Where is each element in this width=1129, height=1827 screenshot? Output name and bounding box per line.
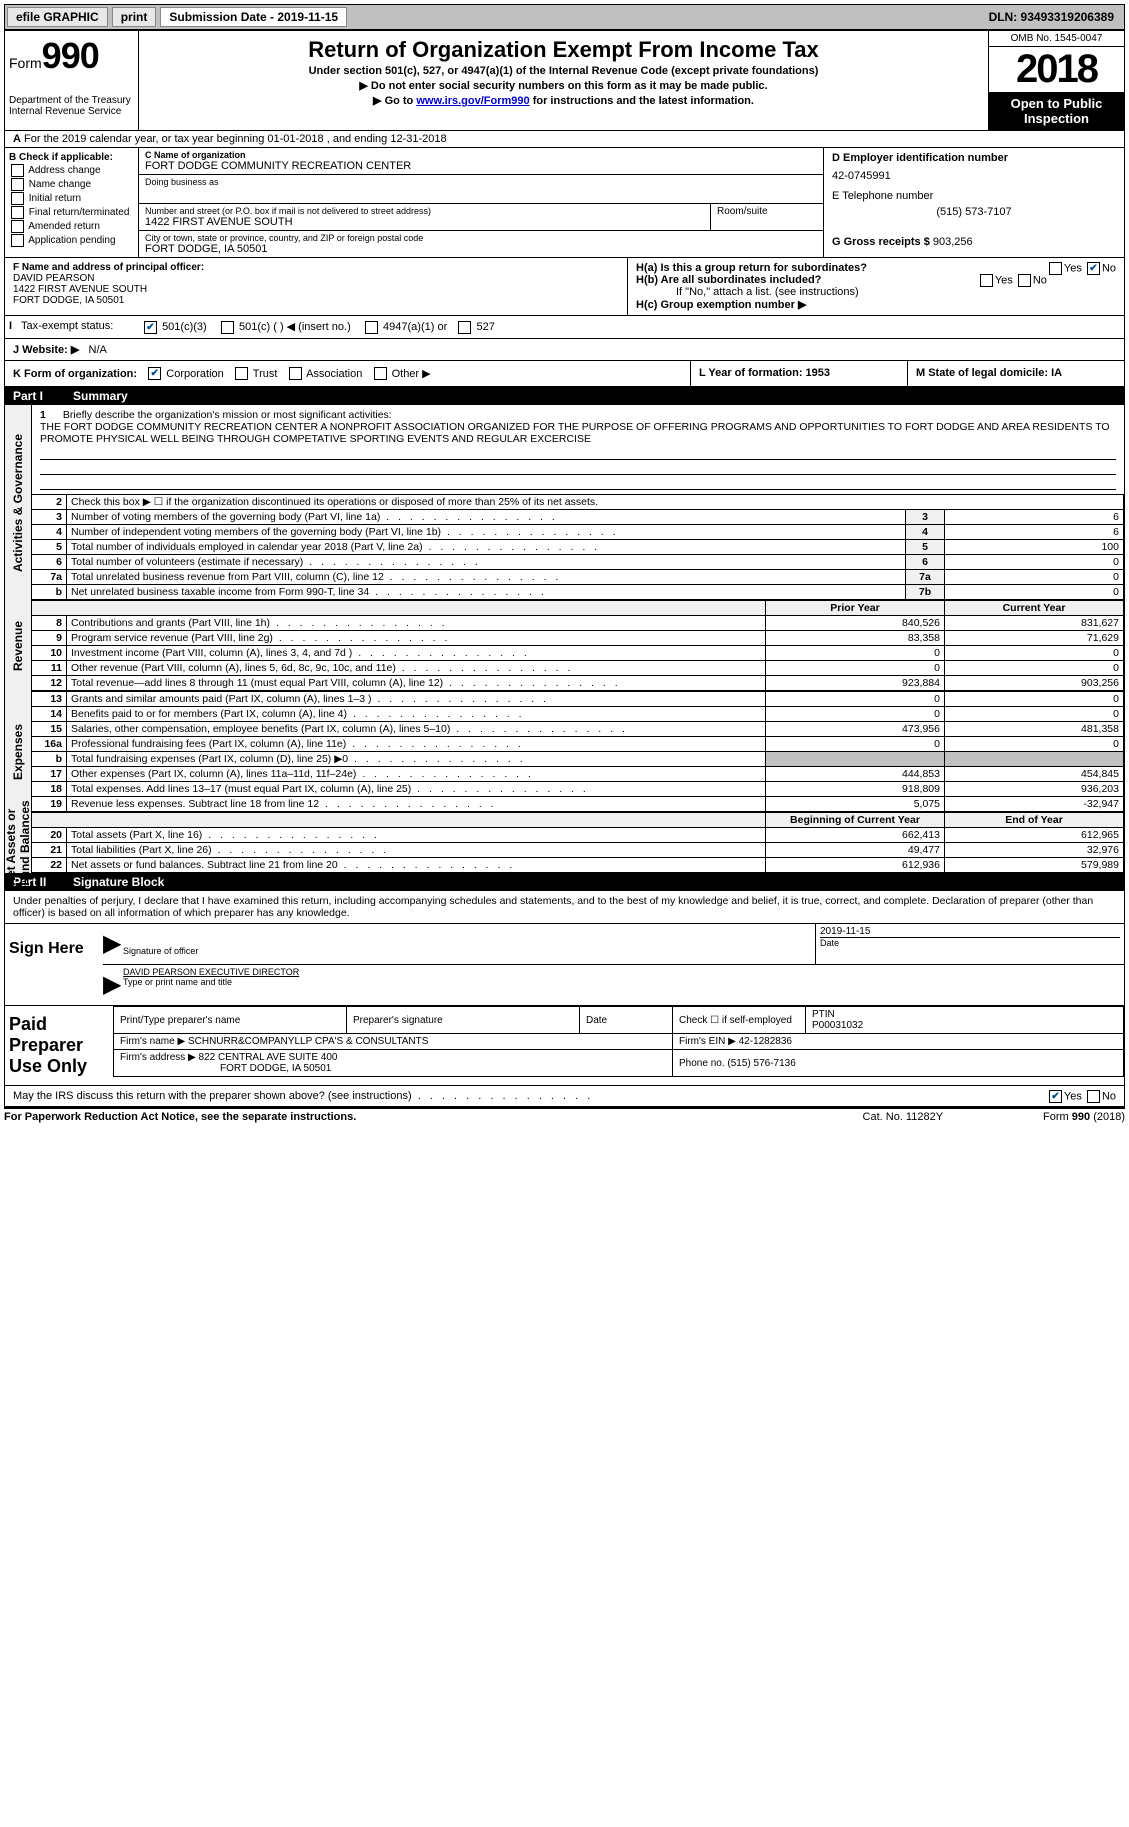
vlabel-expenses: Expenses <box>5 691 32 812</box>
omb-number: OMB No. 1545-0047 <box>989 31 1124 47</box>
block-f: F Name and address of principal officer:… <box>5 258 628 315</box>
form-title-block: Return of Organization Exempt From Incom… <box>139 31 988 130</box>
city: FORT DODGE, IA 50501 <box>145 243 817 255</box>
hb-yes[interactable] <box>980 274 993 287</box>
addr-label: Number and street (or P.O. box if mail i… <box>145 206 704 216</box>
check-initial[interactable] <box>11 192 24 205</box>
org-name: FORT DODGE COMMUNITY RECREATION CENTER <box>145 160 817 172</box>
open-to-public: Open to Public Inspection <box>989 92 1124 130</box>
paid-preparer-block: Paid Preparer Use Only Print/Type prepar… <box>5 1006 1124 1086</box>
form-label: Form <box>9 55 42 71</box>
discuss-yes[interactable] <box>1049 1090 1062 1103</box>
block-c: C Name of organization FORT DODGE COMMUN… <box>139 148 824 257</box>
expenses-table: 13Grants and similar amounts paid (Part … <box>32 691 1124 812</box>
sig-arrow-icon: ▶ <box>103 924 123 964</box>
cat-no: Cat. No. 11282Y <box>863 1111 944 1123</box>
penalty-text: Under penalties of perjury, I declare th… <box>5 891 1124 924</box>
line-a: A For the 2019 calendar year, or tax yea… <box>5 131 1124 148</box>
header-right: OMB No. 1545-0047 2018 Open to Public In… <box>988 31 1124 130</box>
check-name[interactable] <box>11 178 24 191</box>
irs-link[interactable]: www.irs.gov/Form990 <box>416 95 529 107</box>
status-501c3[interactable] <box>144 321 157 334</box>
discuss-row: May the IRS discuss this return with the… <box>5 1086 1124 1108</box>
sign-block: Sign Here ▶ Signature of officer 2019-11… <box>5 924 1124 1006</box>
prep-date-label: Date <box>580 1007 673 1034</box>
governance-table: 2Check this box ▶ ☐ if the organization … <box>32 494 1124 600</box>
block-b-title: B Check if applicable: <box>9 152 134 163</box>
gross-val: 903,256 <box>933 236 973 248</box>
phone: (515) 573-7107 <box>832 206 1116 218</box>
form-number: 990 <box>42 35 99 76</box>
status-527[interactable] <box>458 321 471 334</box>
part1-header: Part I Summary <box>5 387 1124 405</box>
website: J Website: ▶ N/A <box>5 339 115 360</box>
tax-year: 2018 <box>989 47 1124 92</box>
prep-name-label: Print/Type preparer's name <box>114 1007 347 1034</box>
efile-button[interactable]: efile GRAPHIC <box>7 7 108 27</box>
block-de: D Employer identification number 42-0745… <box>824 148 1124 257</box>
ein: 42-0745991 <box>832 170 1116 182</box>
form-main: Form990 Department of the Treasury Inter… <box>4 30 1125 1109</box>
block-b: B Check if applicable: Address change Na… <box>5 148 139 257</box>
status-4947[interactable] <box>365 321 378 334</box>
firm-addr: 822 CENTRAL AVE SUITE 400 <box>199 1052 338 1063</box>
print-button[interactable]: print <box>112 7 157 27</box>
submission-date: Submission Date - 2019-11-15 <box>160 7 347 27</box>
sig-date: 2019-11-15 <box>820 926 1120 937</box>
form-title: Return of Organization Exempt From Incom… <box>143 37 984 63</box>
self-employed-check[interactable]: Check ☐ if self-employed <box>673 1007 806 1034</box>
footer: For Paperwork Reduction Act Notice, see … <box>4 1109 1125 1125</box>
note-ssn: ▶ Do not enter social security numbers o… <box>143 79 984 92</box>
form-subtitle: Under section 501(c), 527, or 4947(a)(1)… <box>143 65 984 77</box>
ptin: P00031032 <box>812 1020 863 1031</box>
mission-block: 1 Briefly describe the organization's mi… <box>32 405 1124 494</box>
check-address[interactable] <box>11 164 24 177</box>
sig-officer-label: Signature of officer <box>123 924 815 964</box>
korg-other[interactable] <box>374 367 387 380</box>
phone-label: E Telephone number <box>832 190 1116 202</box>
status-501c[interactable] <box>221 321 234 334</box>
prep-sig-label: Preparer's signature <box>347 1007 580 1034</box>
korg-corp[interactable] <box>148 367 161 380</box>
tax-status: 501(c)(3) 501(c) ( ) ◀ (insert no.) 4947… <box>138 316 1124 338</box>
mission-text: THE FORT DODGE COMMUNITY RECREATION CENT… <box>40 421 1110 445</box>
sig-name: DAVID PEARSON EXECUTIVE DIRECTOR <box>123 967 1124 977</box>
vlabel-revenue: Revenue <box>5 600 32 691</box>
vlabel-netassets: Net Assets orFund Balances <box>5 812 32 873</box>
ha-no[interactable] <box>1087 262 1100 275</box>
revenue-table: Prior YearCurrent Year 8Contributions an… <box>32 600 1124 691</box>
part2-header: Part II Signature Block <box>5 873 1124 891</box>
room-suite: Room/suite <box>711 204 823 230</box>
ein-label: D Employer identification number <box>832 152 1116 164</box>
tax-status-label: I Tax-exempt status: <box>5 316 138 338</box>
firm-phone: (515) 576-7136 <box>727 1058 795 1069</box>
note-link: ▶ Go to www.irs.gov/Form990 for instruct… <box>143 94 984 107</box>
city-label: City or town, state or province, country… <box>145 233 817 243</box>
firm-ein: 42-1282836 <box>739 1036 792 1047</box>
sig-arrow-icon-2: ▶ <box>103 965 123 1005</box>
form-id-block: Form990 Department of the Treasury Inter… <box>5 31 139 130</box>
vlabel-governance: Activities & Governance <box>5 405 32 600</box>
check-final[interactable] <box>11 206 24 219</box>
firm-name: SCHNURR&COMPANYLLP CPA'S & CONSULTANTS <box>188 1036 428 1047</box>
dln: DLN: 93493319206389 <box>989 10 1122 24</box>
korg-trust[interactable] <box>235 367 248 380</box>
l-year: L Year of formation: 1953 <box>690 361 907 387</box>
dba-label: Doing business as <box>145 177 817 187</box>
check-amended[interactable] <box>11 220 24 233</box>
check-pending[interactable] <box>11 234 24 247</box>
department: Department of the Treasury Internal Reve… <box>9 95 134 117</box>
netassets-table: Beginning of Current YearEnd of Year 20T… <box>32 812 1124 873</box>
discuss-no[interactable] <box>1087 1090 1100 1103</box>
block-h: H(a) Is this a group return for subordin… <box>628 258 1124 315</box>
m-state: M State of legal domicile: IA <box>907 361 1124 387</box>
k-org: K Form of organization: Corporation Trus… <box>5 361 690 387</box>
topbar: efile GRAPHIC print Submission Date - 20… <box>4 4 1125 30</box>
hb-no[interactable] <box>1018 274 1031 287</box>
gross-label: G Gross receipts $ <box>832 236 930 248</box>
org-name-label: C Name of organization <box>145 150 817 160</box>
korg-assoc[interactable] <box>289 367 302 380</box>
addr: 1422 FIRST AVENUE SOUTH <box>145 216 704 228</box>
ha-yes[interactable] <box>1049 262 1062 275</box>
